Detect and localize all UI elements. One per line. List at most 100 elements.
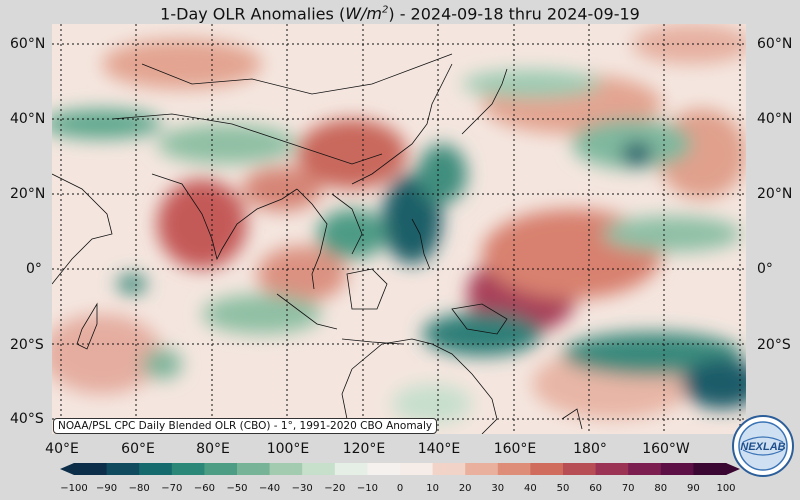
- negative-anomaly: [392, 384, 472, 424]
- negative-anomaly: [117, 274, 147, 294]
- title-prefix: 1-Day OLR Anomalies (: [160, 4, 346, 24]
- nexlab-logo: NEXLAB: [732, 415, 794, 477]
- coastline-japan: [461, 68, 508, 135]
- coastline-india: [151, 173, 298, 261]
- colorbar-tick-label: −20: [324, 483, 346, 494]
- colorbar-tick-label: 0: [396, 483, 404, 494]
- colorbar-cell: [269, 463, 303, 475]
- positive-anomaly: [242, 167, 322, 211]
- title-suffix: ) - 2024-09-18 thru 2024-09-19: [388, 4, 640, 24]
- lon-label-140e: 140°E: [417, 441, 461, 457]
- colorbar-cell: [367, 463, 401, 475]
- colorbar-cell: [171, 463, 205, 475]
- colorbar-cell: [334, 463, 368, 475]
- source-note: NOAA/PSL CPC Daily Blended OLR (CBO) - 1…: [53, 418, 438, 434]
- coastline-new-zealand: [561, 408, 583, 430]
- colorbar-cell: [74, 463, 108, 475]
- colorbar: [60, 463, 740, 475]
- coastline-vietnam: [331, 193, 363, 255]
- negative-anomaly: [682, 359, 746, 409]
- lon-label-60e: 60°E: [121, 441, 155, 457]
- colorbar-tick-label: −30: [291, 483, 313, 494]
- colorbar-cell: [302, 463, 336, 475]
- lat-label-20s: 20°S: [10, 337, 44, 353]
- coastline-africa: [52, 173, 113, 285]
- coastline-philippines: [411, 218, 431, 270]
- olr-anomaly-map: [52, 24, 746, 434]
- lon-label-40e: 40°E: [45, 441, 79, 457]
- colorbar-tick-label: −40: [259, 483, 281, 494]
- coastline-madagascar: [76, 302, 98, 350]
- positive-anomaly: [297, 119, 407, 189]
- colorbar-cell: [204, 463, 238, 475]
- lat-label-40n: 40°N: [10, 111, 46, 127]
- colorbar-extend-high: [726, 463, 740, 475]
- lon-label-80e: 80°E: [196, 441, 230, 457]
- lat-label-60n: 60°N: [10, 36, 46, 52]
- colorbar-tick-label: 60: [589, 483, 602, 494]
- coastline-new-guinea: [451, 303, 508, 335]
- lon-label-160w: 160°W: [642, 441, 690, 457]
- colorbar-tick-label: −80: [128, 483, 150, 494]
- coastline-sumatra: [276, 293, 338, 330]
- positive-anomaly: [157, 179, 247, 269]
- negative-anomaly: [602, 216, 742, 252]
- lat-label-equator: 0°: [26, 261, 42, 277]
- positive-anomaly: [102, 39, 262, 89]
- colorbar-cell: [693, 463, 727, 475]
- colorbar-tick-label: 70: [621, 483, 635, 494]
- negative-anomaly: [317, 209, 387, 259]
- positive-anomaly: [52, 314, 162, 394]
- country-borders: [111, 113, 383, 165]
- coastline-indochina: [296, 188, 328, 290]
- coastline-java: [341, 338, 403, 345]
- colorbar-cell: [465, 463, 499, 475]
- colorbar-tick-label: −70: [161, 483, 183, 494]
- lon-label-120e: 120°E: [342, 441, 386, 457]
- negative-anomaly: [52, 109, 162, 139]
- negative-anomaly: [417, 144, 467, 204]
- country-borders-north: [141, 53, 453, 95]
- colorbar-tick-label: −90: [96, 483, 118, 494]
- coastline-borneo: [346, 268, 388, 310]
- lon-label-160e: 160°E: [493, 441, 537, 457]
- colorbar-tick-label: −100: [60, 483, 88, 494]
- colorbar-tick-label: −60: [193, 483, 215, 494]
- colorbar-tick-label: 40: [524, 483, 537, 494]
- negative-anomaly: [622, 142, 652, 166]
- colorbar-cell: [530, 463, 564, 475]
- lat-label-40n-right: 40°N: [757, 111, 793, 127]
- colorbar-tick-label: 90: [687, 483, 700, 494]
- colorbar-cell: [237, 463, 271, 475]
- lon-label-180: 180°: [573, 441, 607, 457]
- title-unit: W/m: [345, 4, 382, 24]
- colorbar-tick-label: 30: [491, 483, 505, 494]
- anomaly-field: [52, 24, 746, 434]
- lat-label-40s: 40°S: [10, 411, 44, 427]
- colorbar-tick-label: 80: [654, 483, 668, 494]
- colorbar-cell: [563, 463, 597, 475]
- colorbar-extend-low: [60, 463, 74, 475]
- colorbar-tick-label: −10: [356, 483, 378, 494]
- lat-label-20s-right: 20°S: [757, 337, 791, 353]
- positive-anomaly: [257, 246, 347, 302]
- lat-label-60n-right: 60°N: [757, 36, 793, 52]
- map-title: 1-Day OLR Anomalies (W/m2) - 2024-09-18 …: [0, 0, 800, 24]
- lat-label-20n-right: 20°N: [757, 186, 793, 202]
- colorbar-tick-label: 100: [716, 483, 736, 494]
- colorbar-cell: [628, 463, 662, 475]
- logo-text: NEXLAB: [740, 441, 785, 453]
- lat-label-equator-right: 0°: [757, 261, 773, 277]
- colorbar-cell: [400, 463, 434, 475]
- negative-anomaly: [422, 312, 542, 356]
- lon-label-100e: 100°E: [266, 441, 310, 457]
- negative-anomaly: [142, 349, 182, 379]
- colorbar-tick-label: 10: [426, 483, 439, 494]
- colorbar-cell: [139, 463, 173, 475]
- coastline-australia: [351, 338, 498, 434]
- negative-anomaly: [202, 294, 322, 334]
- title-unit-exponent: 2: [381, 5, 389, 16]
- lat-label-20n: 20°N: [10, 186, 46, 202]
- positive-anomaly: [632, 24, 746, 64]
- colorbar-tick-label: −50: [226, 483, 248, 494]
